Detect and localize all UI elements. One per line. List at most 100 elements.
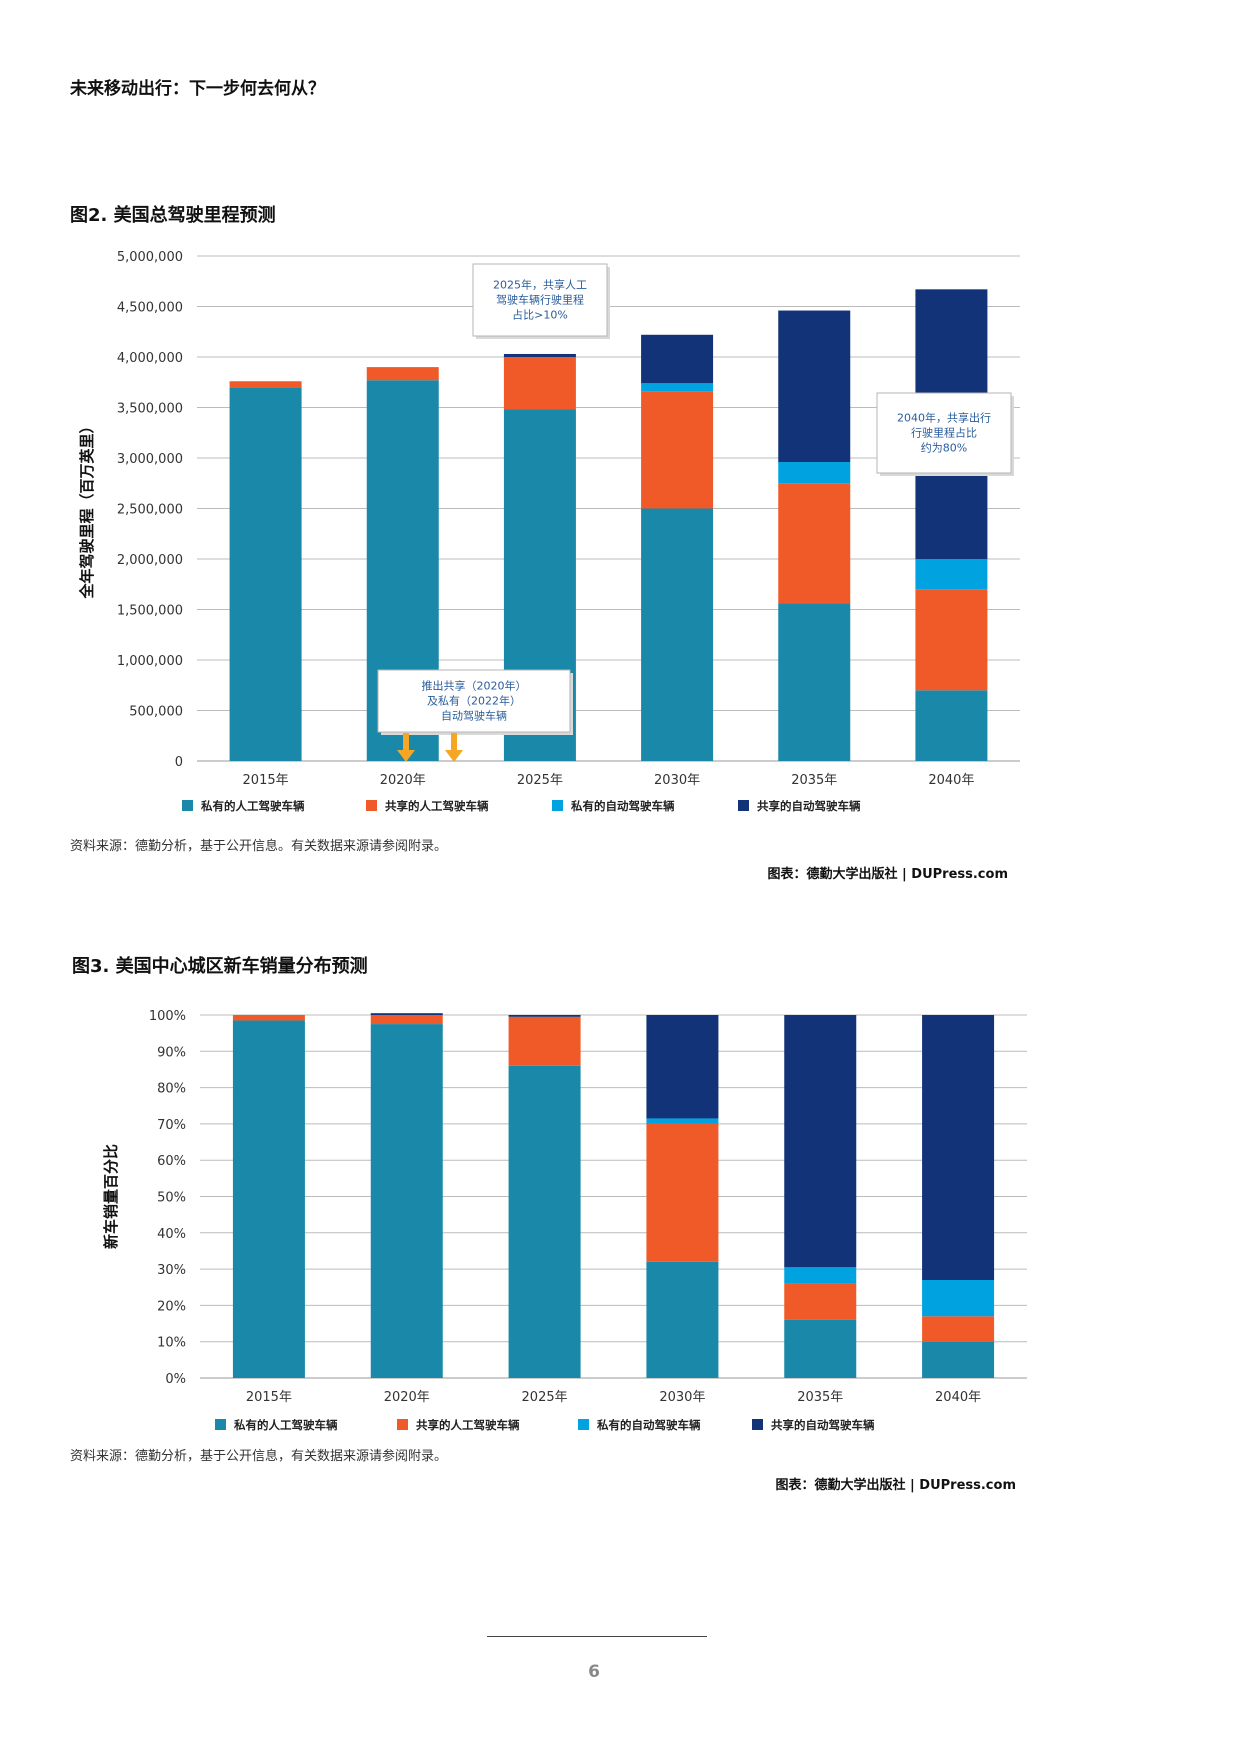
arrow-shared-launch-head: [397, 750, 415, 762]
bar-shared-manual: [646, 1123, 719, 1262]
bar-private-manual: [508, 1065, 581, 1378]
y-tick-label: 50%: [157, 1191, 186, 1206]
y-tick-label: 4,500,000: [117, 301, 183, 316]
y-tick-label: 100%: [149, 1009, 186, 1024]
callout-launch-text: 推出共享（2020年）: [422, 679, 527, 693]
bar-private-manual: [778, 603, 851, 761]
legend-label-shared-manual: 共享的人工驾驶车辆: [385, 799, 489, 813]
callout-2025-text: 2025年，共享人工: [493, 278, 587, 292]
bar-private-manual: [784, 1319, 857, 1378]
arrow-private-launch-shaft: [451, 733, 457, 752]
bar-private-av: [778, 462, 851, 484]
bar-private-manual: [229, 387, 302, 761]
callout-2025-box: [472, 263, 608, 337]
bar-private-av: [646, 1118, 719, 1124]
legend-swatch-private-manual: [182, 800, 193, 811]
y-tick-label: 2,000,000: [117, 553, 183, 568]
legend-label-shared-av: 共享的自动驾驶车辆: [771, 1418, 875, 1432]
bar-shared-manual: [366, 367, 439, 381]
bar-shared-manual: [922, 1316, 995, 1342]
x-tick-label: 2020年: [380, 773, 426, 788]
bar-private-av: [641, 383, 714, 392]
y-tick-label: 500,000: [129, 705, 183, 720]
x-tick-label: 2015年: [246, 1390, 292, 1405]
y-tick-label: 4,000,000: [117, 351, 183, 366]
y-tick-label: 3,000,000: [117, 452, 183, 467]
callout-launch-text: 及私有（2022年）: [427, 694, 521, 708]
bar-shared-manual: [232, 1015, 305, 1021]
legend-swatch-private-av: [578, 1419, 589, 1430]
legend-label-private-av: 私有的自动驾驶车辆: [597, 1418, 701, 1432]
bar-shared-av: [784, 1015, 857, 1268]
y-tick-label: 1,000,000: [117, 654, 183, 669]
y-tick-label: 3,500,000: [117, 402, 183, 417]
bar-private-manual: [922, 1341, 995, 1378]
y-tick-label: 30%: [157, 1263, 186, 1278]
bar-shared-av: [778, 310, 851, 463]
callout-2040-text: 2040年，共享出行: [897, 411, 991, 425]
bar-shared-av: [646, 1015, 719, 1119]
figure3-credit: 图表：德勤大学出版社 | DUPress.com: [775, 1478, 1016, 1493]
bar-private-manual: [370, 1024, 443, 1378]
legend-label-private-av: 私有的自动驾驶车辆: [571, 799, 675, 813]
bar-shared-manual: [229, 381, 302, 388]
y-tick-label: 5,000,000: [117, 250, 183, 265]
arrow-private-launch-head: [445, 750, 463, 762]
bar-private-av: [784, 1267, 857, 1284]
y-tick-label: 10%: [157, 1336, 186, 1351]
bar-private-manual: [232, 1020, 305, 1378]
callout-2025-text: 占比>10%: [512, 308, 568, 322]
legend-swatch-shared-manual: [366, 800, 377, 811]
x-tick-label: 2025年: [517, 773, 563, 788]
y-axis-label: 新车销量百分比: [102, 1144, 120, 1249]
x-tick-label: 2030年: [654, 773, 700, 788]
figure2-title: 图2. 美国总驾驶里程预测: [70, 205, 276, 226]
legend-swatch-private-manual: [215, 1419, 226, 1430]
bar-private-manual: [646, 1261, 719, 1378]
callout-launch-text: 自动驾驶车辆: [441, 709, 507, 723]
footer-rule: [487, 1636, 707, 1637]
bar-shared-av: [503, 353, 576, 357]
bar-shared-av: [641, 334, 714, 384]
y-tick-label: 60%: [157, 1154, 186, 1169]
bar-private-manual: [915, 690, 988, 761]
legend-swatch-shared-av: [752, 1419, 763, 1430]
bar-shared-av: [922, 1015, 995, 1280]
bar-shared-manual: [778, 483, 851, 604]
bar-shared-manual: [508, 1016, 581, 1066]
y-axis-label: 全年驾驶里程（百万英里）: [78, 418, 96, 599]
arrow-shared-launch-shaft: [403, 733, 409, 752]
y-tick-label: 2,500,000: [117, 503, 183, 518]
callout-2040-text: 行驶里程占比: [911, 426, 977, 440]
legend-label-shared-manual: 共享的人工驾驶车辆: [416, 1418, 520, 1432]
page-number: 6: [588, 1662, 600, 1682]
bar-shared-av: [370, 1013, 443, 1015]
callout-2040-box: [876, 392, 1012, 474]
figure3-chart: 0% 10% 20% 30% 40% 50% 60% 70% 80% 90% 100% 2015年 20…: [102, 1009, 1027, 1432]
bar-shared-manual: [641, 391, 714, 509]
y-tick-label: 80%: [157, 1082, 186, 1097]
y-tick-label: 90%: [157, 1045, 186, 1060]
callout-2025-text: 驾驶车辆行驶里程: [496, 293, 584, 307]
y-tick-label: 40%: [157, 1227, 186, 1242]
bar-private-av: [915, 559, 988, 590]
bar-shared-manual: [370, 1015, 443, 1025]
y-tick-label: 0%: [165, 1372, 186, 1387]
x-tick-label: 2035年: [797, 1390, 843, 1405]
x-tick-label: 2040年: [935, 1390, 981, 1405]
figure3-title: 图3. 美国中心城区新车销量分布预测: [72, 956, 368, 977]
bar-private-av: [922, 1279, 995, 1317]
bar-shared-av: [508, 1015, 581, 1017]
legend-swatch-shared-av: [738, 800, 749, 811]
bar-shared-manual: [915, 589, 988, 691]
legend-label-private-manual: 私有的人工驾驶车辆: [201, 799, 305, 813]
x-tick-label: 2030年: [659, 1390, 705, 1405]
figure2-chart: 0 500,000 1,000,000 1,500,000 2,000,000 2,500…: [78, 250, 1020, 813]
callout-2040-text: 约为80%: [921, 442, 967, 455]
bar-private-manual: [641, 508, 714, 761]
x-tick-label: 2035年: [791, 773, 837, 788]
callout-launch-box: [377, 669, 571, 733]
legend-swatch-private-av: [552, 800, 563, 811]
bar-shared-manual: [784, 1283, 857, 1320]
y-tick-label: 20%: [157, 1299, 186, 1314]
